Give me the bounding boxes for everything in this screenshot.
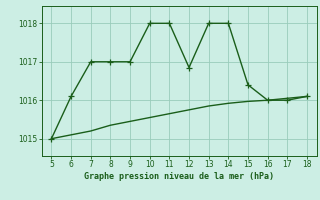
X-axis label: Graphe pression niveau de la mer (hPa): Graphe pression niveau de la mer (hPa) <box>84 172 274 181</box>
